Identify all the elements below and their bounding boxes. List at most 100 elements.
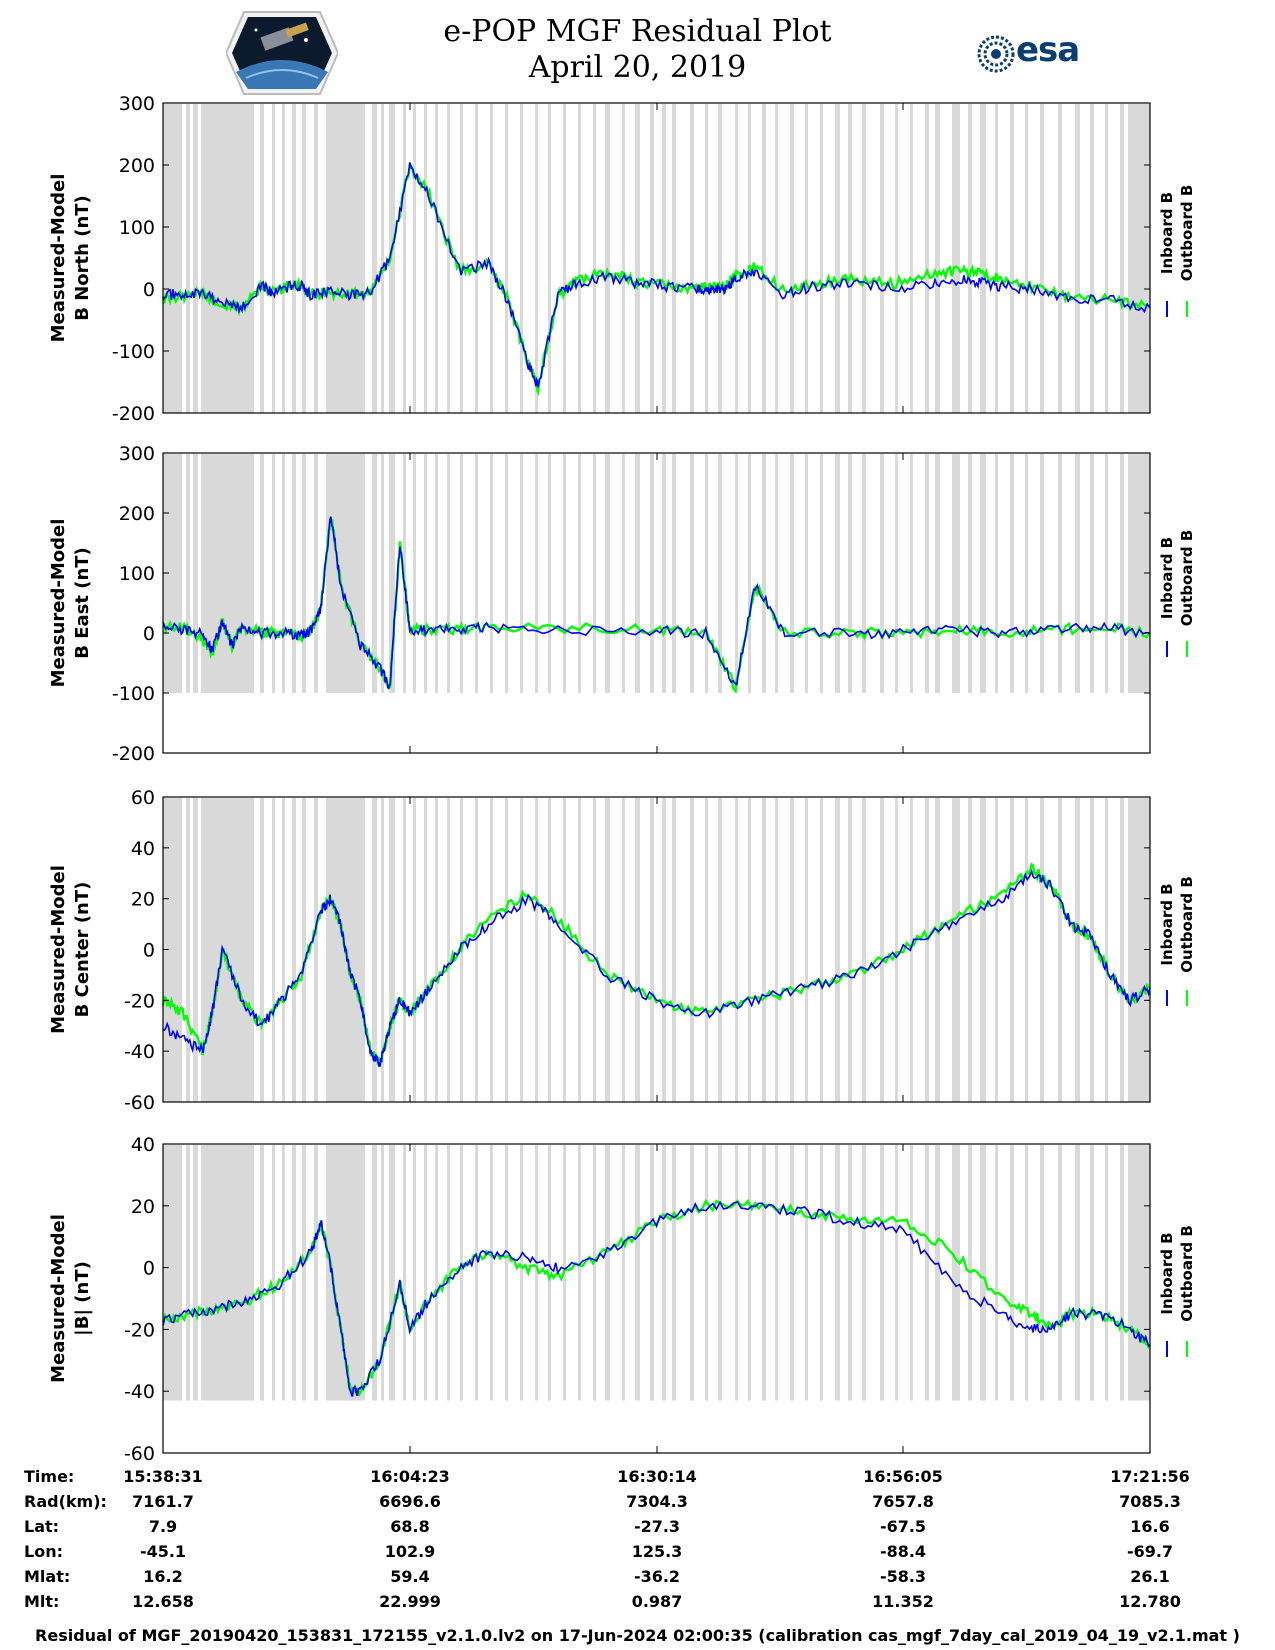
gap-band bbox=[835, 454, 840, 693]
gap-band bbox=[622, 1145, 625, 1401]
gap-band bbox=[505, 104, 508, 413]
gap-band bbox=[952, 454, 960, 693]
y-tick-label: 20 bbox=[131, 1196, 155, 1218]
gap-band bbox=[662, 104, 666, 413]
gap-band bbox=[925, 798, 929, 1102]
info-value: 26.1 bbox=[1130, 1567, 1170, 1586]
gap-band bbox=[282, 1145, 285, 1401]
gap-band bbox=[548, 104, 551, 413]
gap-band bbox=[1010, 104, 1014, 413]
gap-band bbox=[535, 454, 538, 693]
gap-band bbox=[1090, 1145, 1094, 1401]
gap-band bbox=[790, 798, 794, 1102]
y-tick-label: -40 bbox=[124, 1381, 155, 1403]
y-tick-label: -100 bbox=[112, 341, 155, 363]
y-tick-label: -200 bbox=[112, 403, 155, 425]
gap-band bbox=[1058, 104, 1062, 413]
esa-logo-text: esa bbox=[1016, 30, 1080, 70]
legend: Inboard B Outboard B bbox=[1158, 1225, 1196, 1357]
gap-band bbox=[735, 104, 738, 413]
info-label: Lon: bbox=[24, 1542, 63, 1561]
plot-frame bbox=[162, 1143, 1151, 1454]
plot-frame bbox=[162, 102, 1151, 414]
info-value: 102.9 bbox=[384, 1542, 436, 1561]
gap-band bbox=[1025, 104, 1028, 413]
legend-entry-label: Outboard B bbox=[1178, 185, 1196, 282]
legend: Inboard B Outboard B bbox=[1158, 185, 1196, 317]
gap-band bbox=[1105, 454, 1108, 693]
info-label: Mlt: bbox=[24, 1592, 60, 1611]
gap-band bbox=[424, 1145, 427, 1401]
series-line-outboard bbox=[161, 164, 1151, 397]
gap-band bbox=[690, 1145, 694, 1401]
gap-band bbox=[372, 454, 377, 693]
info-column: 17:21:56 7085.3 16.6 -69.7 26.1 12.780 bbox=[1070, 1464, 1230, 1614]
gap-band bbox=[490, 454, 493, 693]
gap-band bbox=[662, 454, 666, 693]
info-value: 7161.7 bbox=[132, 1492, 194, 1511]
gap-band bbox=[1025, 1145, 1028, 1401]
gap-band bbox=[578, 104, 581, 413]
y-axis-label-line: Measured-Model bbox=[48, 174, 69, 343]
gap-band bbox=[880, 104, 884, 413]
gap-band bbox=[1105, 104, 1108, 413]
gap-band bbox=[372, 1145, 377, 1401]
gap-band bbox=[535, 1145, 538, 1401]
y-axis-label-line: |B| (nT) bbox=[72, 1261, 93, 1336]
gap-band bbox=[193, 1145, 198, 1401]
gap-band bbox=[880, 798, 884, 1102]
gap-band bbox=[505, 454, 508, 693]
info-column: 16:30:14 7304.3 -27.3 125.3 -36.2 0.987 bbox=[577, 1464, 737, 1614]
gap-band bbox=[403, 104, 406, 413]
gap-band bbox=[1128, 798, 1150, 1102]
gap-band bbox=[475, 104, 478, 413]
gap-band bbox=[880, 1145, 884, 1401]
gap-band bbox=[475, 1145, 478, 1401]
gap-band bbox=[282, 798, 285, 1102]
gap-band bbox=[925, 104, 929, 413]
gap-band bbox=[910, 104, 913, 413]
gap-band bbox=[201, 1145, 254, 1401]
gap-band bbox=[690, 104, 694, 413]
gap-band bbox=[952, 798, 960, 1102]
cassiope-logo bbox=[224, 10, 340, 96]
gap-band bbox=[1120, 454, 1124, 693]
gap-band bbox=[260, 454, 264, 693]
y-tick-label: -20 bbox=[124, 990, 155, 1012]
gap-band bbox=[622, 454, 625, 693]
gap-band bbox=[389, 454, 395, 693]
panel-1: -200 -100 0 100 200 300 Measured-Model B North … bbox=[48, 93, 1196, 425]
y-axis-label-line: B Center (nT) bbox=[72, 882, 93, 1018]
gap-band bbox=[790, 1145, 794, 1401]
gap-band bbox=[705, 454, 708, 693]
gap-band bbox=[605, 1145, 610, 1401]
gap-band bbox=[735, 1145, 738, 1401]
gap-band bbox=[862, 104, 866, 413]
gap-band bbox=[650, 104, 654, 413]
gap-band bbox=[1025, 454, 1028, 693]
gap-band bbox=[622, 104, 625, 413]
info-value: -36.2 bbox=[633, 1567, 681, 1586]
info-value: 12.658 bbox=[132, 1592, 194, 1611]
gap-band bbox=[302, 104, 306, 413]
info-value: -45.1 bbox=[139, 1542, 187, 1561]
series-line-inboard bbox=[162, 162, 1151, 388]
gap-band bbox=[995, 104, 998, 413]
plot-frame bbox=[162, 452, 1151, 754]
gap-band bbox=[424, 104, 427, 413]
y-tick-label: 20 bbox=[131, 889, 155, 911]
gap-band bbox=[820, 1145, 823, 1401]
gap-band bbox=[718, 1145, 722, 1401]
gap-band bbox=[995, 454, 998, 693]
gap-band bbox=[980, 798, 986, 1102]
data-gap-shading bbox=[163, 104, 1150, 413]
gap-band bbox=[163, 1145, 182, 1401]
panel-2: -200 -100 0 100 200 300 Measured-Model B East (… bbox=[48, 443, 1196, 765]
gap-band bbox=[862, 1145, 866, 1401]
data-gap-shading bbox=[163, 1145, 1150, 1401]
gap-band bbox=[1058, 1145, 1062, 1401]
gap-band bbox=[381, 1145, 384, 1401]
gap-band bbox=[563, 454, 566, 693]
gap-band bbox=[748, 104, 751, 413]
gap-band bbox=[535, 104, 538, 413]
